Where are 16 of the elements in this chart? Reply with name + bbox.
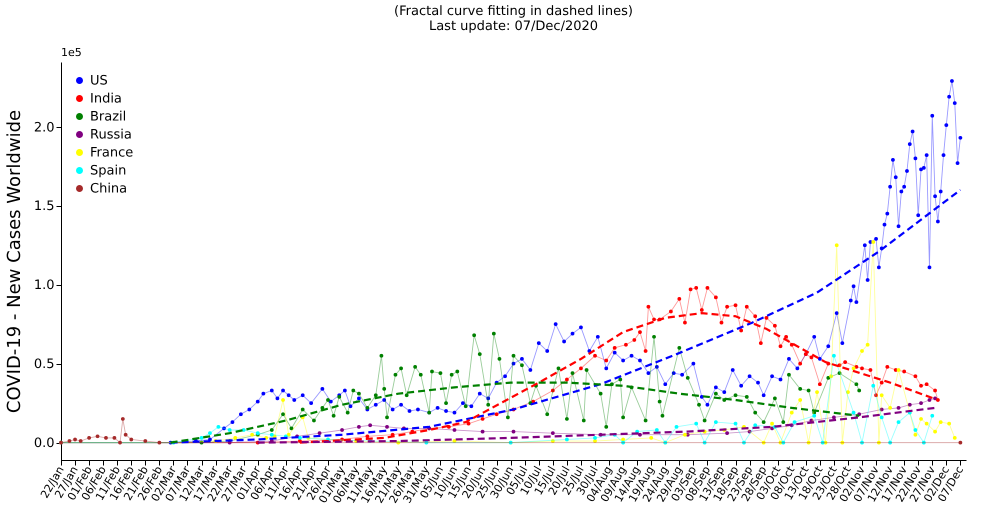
chart-title: (Fractal curve fitting in dashed lines) — [394, 4, 633, 19]
text: 1e5 — [61, 46, 82, 59]
legend-label: India — [90, 92, 122, 106]
legend-label: Brazil — [90, 110, 126, 124]
y-tick-label: 0.5 — [34, 357, 54, 372]
legend-label: Spain — [90, 164, 126, 178]
y-axis-title: COVID-19 - New Cases Worldwide — [4, 110, 25, 414]
y-tick-label: 1.0 — [34, 278, 54, 294]
legend-label: Russia — [90, 128, 132, 142]
legend-label: China — [90, 182, 128, 196]
y-tick-label: 0.0 — [34, 436, 54, 452]
y-tick-label: 1.5 — [34, 199, 54, 214]
chart-subtitle: Last update: 07/Dec/2020 — [428, 19, 598, 34]
legend-label: France — [90, 146, 134, 160]
legend-label: US — [90, 74, 108, 88]
y-tick-label: 2.0 — [34, 120, 54, 136]
